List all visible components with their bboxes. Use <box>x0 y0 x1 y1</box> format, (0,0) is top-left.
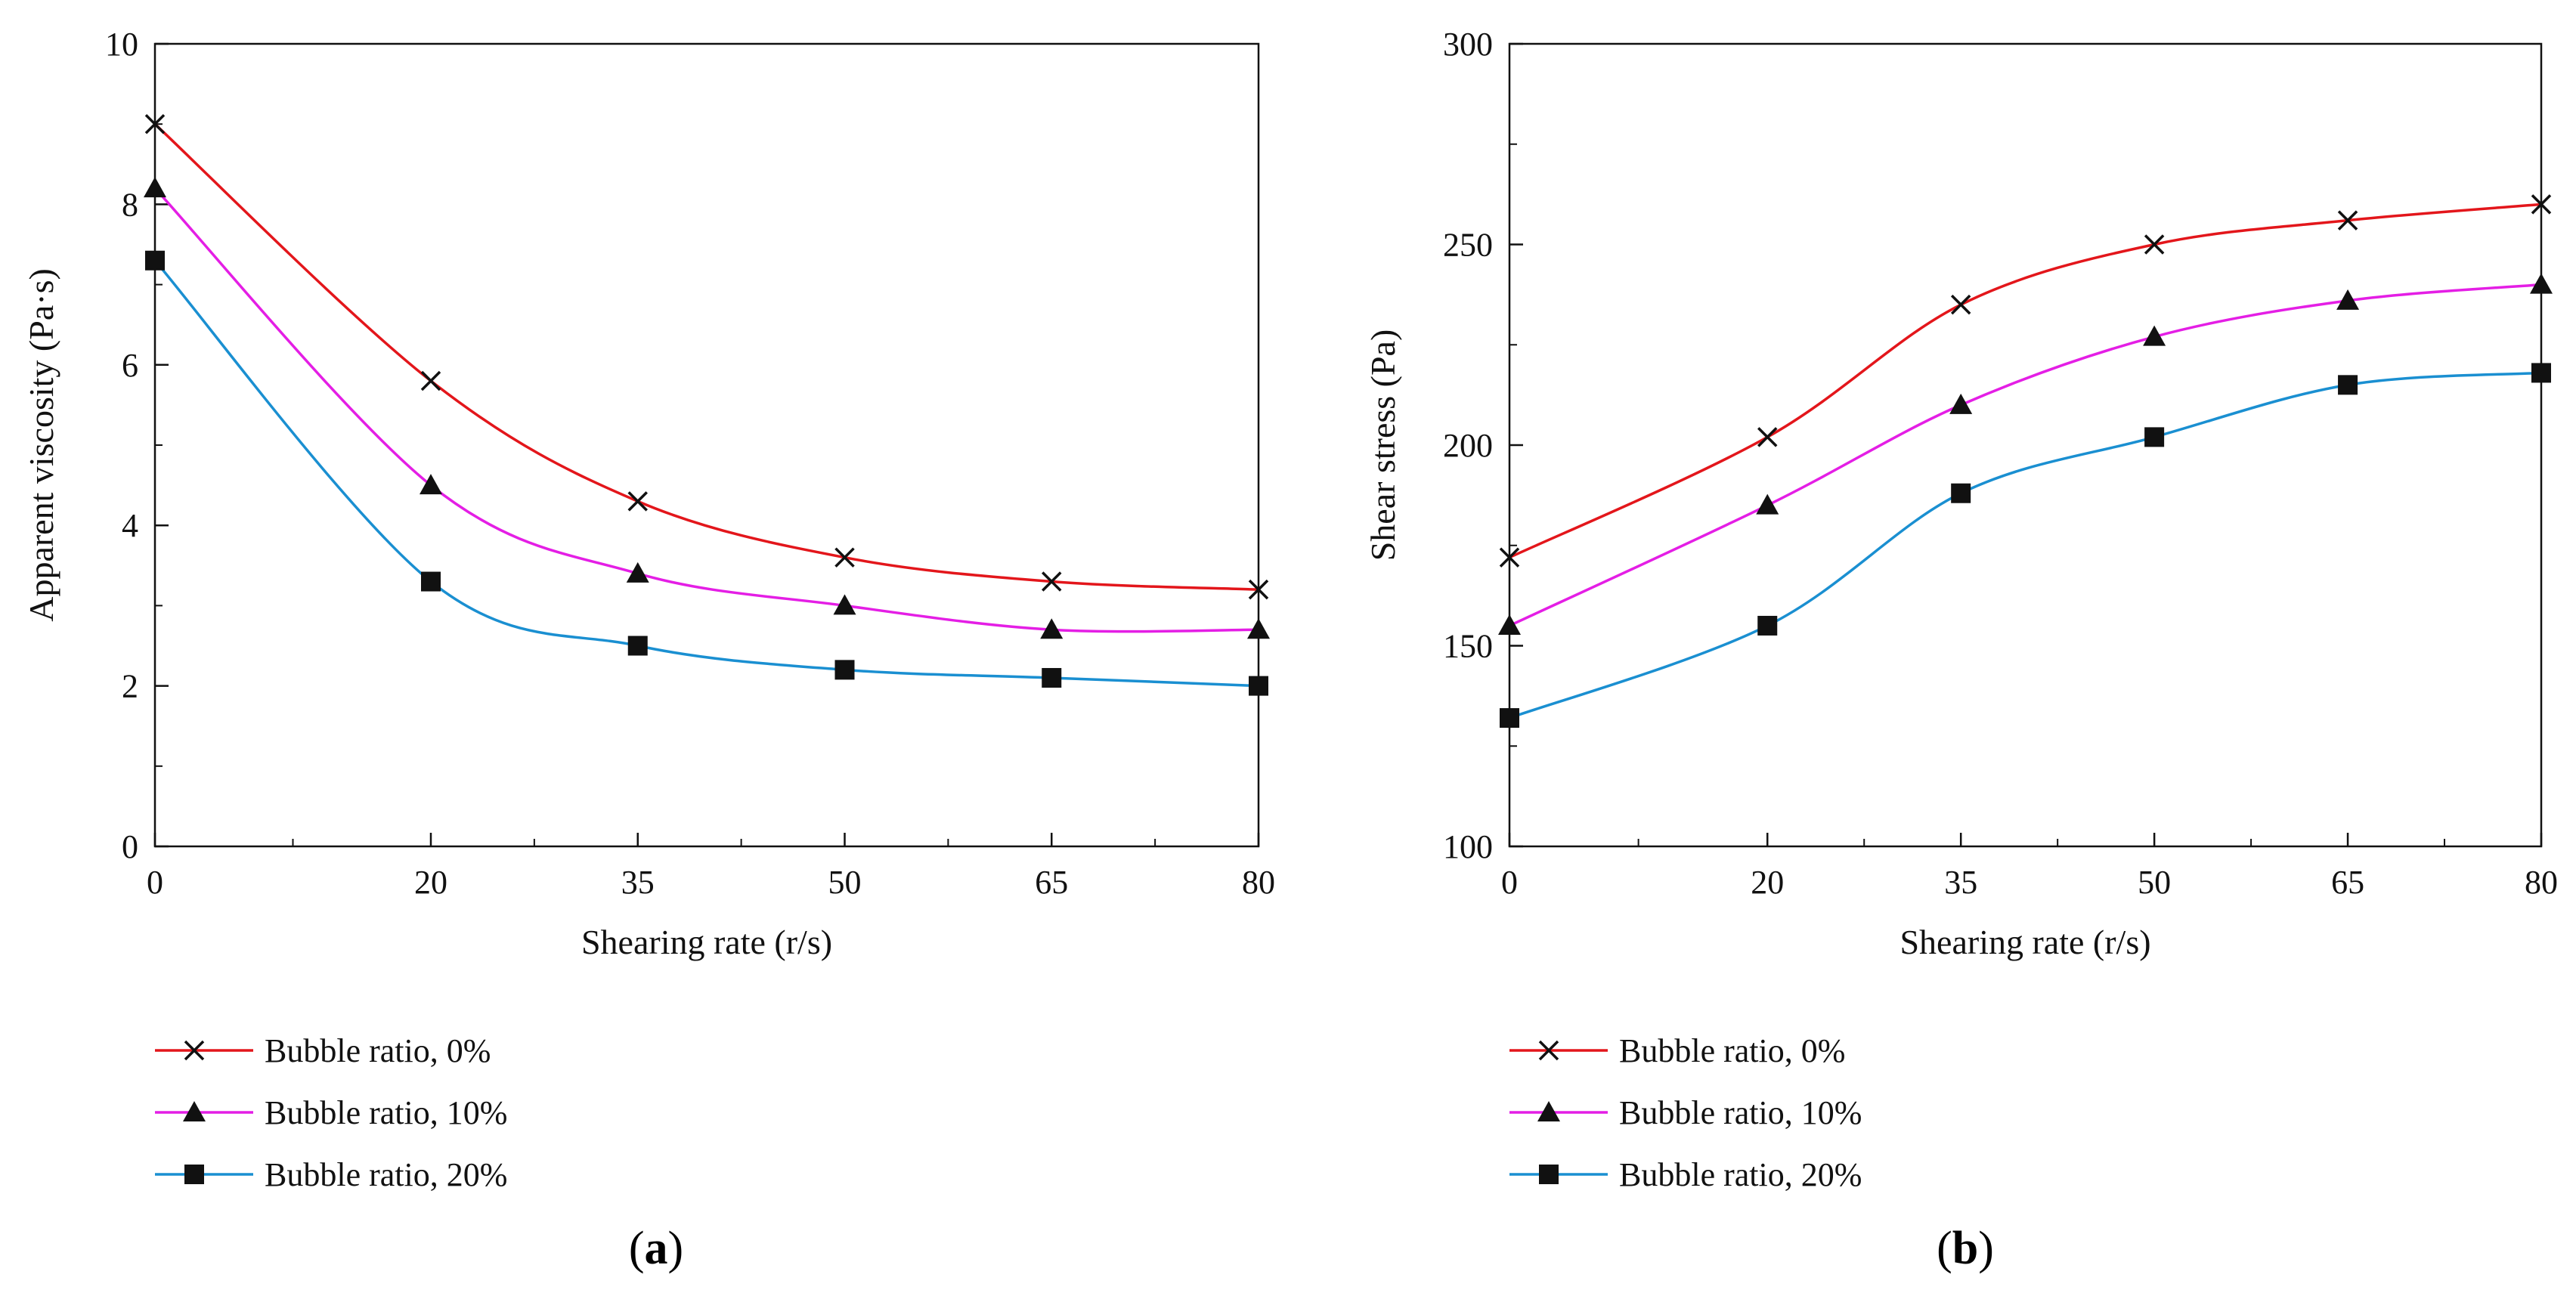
series-line <box>153 259 1259 688</box>
y-tick-label: 8 <box>122 186 138 223</box>
series-1: Bubble ratio, 10% <box>1498 273 2553 1131</box>
series-1: Bubble ratio, 10% <box>144 177 1270 1131</box>
data-point <box>2336 289 2360 310</box>
data-point <box>1042 571 1062 592</box>
data-point <box>1757 615 1778 636</box>
x-tick-label: 35 <box>1944 864 1977 901</box>
data-point <box>626 561 649 583</box>
legend-marker <box>1537 1101 1560 1121</box>
data-point <box>144 177 166 198</box>
legend-label: Bubble ratio, 0% <box>265 1032 491 1069</box>
data-point <box>1757 427 1778 447</box>
panel-label: (a) <box>629 1223 683 1274</box>
legend-label: Bubble ratio, 0% <box>1619 1032 1845 1069</box>
chart-panel-b: 0 20 35 50 65 80 100 150 200 250 300 Shearing rate … <box>1364 26 2558 1274</box>
y-tick-label: 4 <box>122 507 138 544</box>
chart-panel-a: 0 20 35 50 65 80 0 2 4 6 8 10 Shearing rate (r/s) App… <box>22 26 1275 1274</box>
y-tick-label: 6 <box>122 347 138 384</box>
x-tick-label: 35 <box>621 864 655 901</box>
panel-label: (b) <box>1937 1223 1994 1274</box>
legend-marker <box>184 1040 205 1061</box>
series-line <box>153 187 1259 633</box>
data-point <box>834 660 855 680</box>
series-0: Bubble ratio, 0% <box>144 113 1269 1069</box>
x-axis-title: Shearing rate (r/s) <box>581 923 832 961</box>
x-tick-label: 80 <box>1242 864 1275 901</box>
y-axis-title: Shear stress (Pa) <box>1364 329 1402 561</box>
data-point <box>1500 708 1519 728</box>
data-point <box>1249 676 1268 696</box>
y-tick-label: 150 <box>1443 628 1493 665</box>
series-line <box>1509 203 2542 559</box>
series-line <box>153 122 1259 591</box>
data-point <box>2338 375 2358 395</box>
y-tick-label: 0 <box>122 828 138 865</box>
data-point <box>1248 579 1269 600</box>
y-axis-title: Apparent viscosity (Pa·s) <box>22 268 60 622</box>
y-tick-label: 250 <box>1443 227 1493 264</box>
legend-marker <box>1539 1165 1559 1184</box>
data-point <box>2530 273 2553 294</box>
data-point <box>145 250 165 271</box>
data-point <box>2531 194 2552 215</box>
data-point <box>420 474 442 495</box>
y-tick-label: 200 <box>1443 427 1493 464</box>
data-point <box>1950 294 1971 315</box>
y-tick-label: 10 <box>105 26 138 63</box>
legend-label: Bubble ratio, 10% <box>265 1094 507 1131</box>
y-tick-label: 100 <box>1443 828 1493 865</box>
data-point <box>1951 483 1971 503</box>
y-tick-label: 300 <box>1443 26 1493 63</box>
x-tick-label: 20 <box>1751 864 1784 901</box>
data-point <box>1949 393 1973 414</box>
legend-label: Bubble ratio, 10% <box>1619 1094 1862 1131</box>
data-point <box>1040 618 1064 639</box>
data-point <box>420 370 441 391</box>
series-2: Bubble ratio, 20% <box>145 250 1268 1193</box>
data-point <box>1247 618 1270 639</box>
x-tick-label: 50 <box>828 864 862 901</box>
legend-marker <box>1538 1040 1559 1061</box>
data-point <box>2144 427 2165 447</box>
series-0: Bubble ratio, 0% <box>1499 194 2552 1069</box>
data-point <box>833 594 856 615</box>
data-point <box>1499 547 1520 568</box>
x-tick-label: 0 <box>147 864 163 901</box>
x-tick-label: 0 <box>1501 864 1518 901</box>
data-point <box>627 636 648 656</box>
data-point <box>2531 363 2551 383</box>
legend-label: Bubble ratio, 20% <box>1619 1156 1862 1193</box>
data-point <box>144 113 166 135</box>
y-tick-label: 2 <box>122 668 138 705</box>
x-axis-title: Shearing rate (r/s) <box>1899 923 2150 961</box>
data-point <box>2337 210 2358 230</box>
data-point <box>1042 667 1062 688</box>
series-2: Bubble ratio, 20% <box>1500 363 2551 1193</box>
data-point <box>2143 325 2166 346</box>
plot-frame <box>1508 42 2543 848</box>
x-tick-label: 20 <box>414 864 447 901</box>
data-point <box>1498 614 1521 635</box>
data-point <box>2144 234 2165 255</box>
x-tick-label: 50 <box>2138 864 2171 901</box>
series-line <box>1509 371 2542 719</box>
legend-label: Bubble ratio, 20% <box>265 1156 507 1193</box>
legend-marker <box>184 1165 204 1184</box>
x-tick-label: 65 <box>1035 864 1068 901</box>
data-point <box>627 491 648 512</box>
series-line <box>1509 283 2542 627</box>
data-point <box>834 547 855 568</box>
x-tick-label: 80 <box>2525 864 2558 901</box>
plot-frame <box>153 42 1260 848</box>
x-tick-label: 65 <box>2331 864 2364 901</box>
legend-marker <box>183 1101 206 1121</box>
data-point <box>421 571 441 592</box>
data-point <box>1756 493 1779 515</box>
